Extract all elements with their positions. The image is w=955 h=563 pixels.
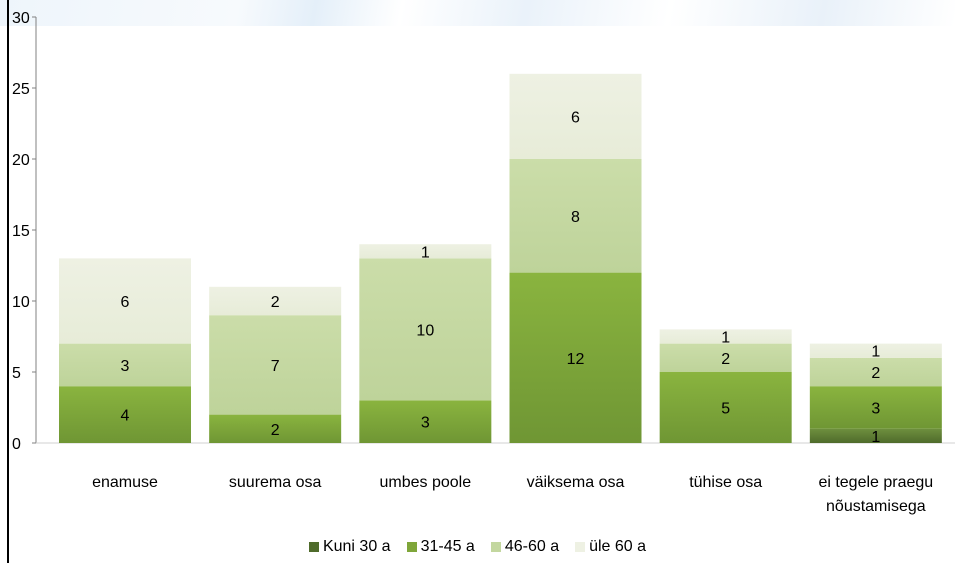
y-tick-label: 5 [12,365,21,382]
category-label: umbes poole [380,474,472,491]
bar-segment [359,400,492,443]
data-label: 7 [271,358,280,375]
bar-segment [659,372,792,443]
data-label: 3 [871,401,880,418]
bar-segment [209,414,342,443]
bar-segment [659,343,792,372]
legend-swatch [308,542,319,552]
bar-segment [59,343,191,387]
category-label: tühise osa [689,474,762,491]
data-label: 10 [416,322,434,339]
data-label: 6 [121,294,130,311]
legend-item: Kuni 30 a [308,538,391,556]
bar-segment [809,428,942,443]
data-label: 4 [121,408,130,425]
data-label: 2 [271,422,280,439]
data-label: 8 [571,209,580,226]
data-label: 1 [721,330,730,347]
bar-segment [59,258,191,344]
data-label: 2 [721,351,730,368]
legend-item: üle 60 a [575,538,646,556]
category-label: väiksema osa [527,474,625,491]
category-label: suurema osa [229,474,322,491]
y-tick-label: 25 [12,81,30,98]
bar-segment [359,258,492,401]
bar-segment [809,386,942,429]
data-label: 2 [871,365,880,382]
data-label: 3 [121,358,130,375]
data-label: 5 [721,401,730,418]
legend-swatch [575,542,586,552]
category-label: nõustamisega [826,498,926,515]
y-tick-label: 10 [12,294,30,311]
data-label: 3 [421,415,430,432]
legend-label: Kuni 30 a [322,538,391,555]
bar-segment [509,272,642,443]
data-label: 2 [271,294,280,311]
legend-label: 46-60 a [504,538,560,555]
y-tick-label: 15 [12,223,30,240]
legend-item: 46-60 a [490,538,560,556]
data-label: 1 [421,244,430,261]
bar-segment [659,329,792,344]
data-label: 6 [571,109,580,126]
y-tick-label: 0 [12,436,21,453]
legend-label: üle 60 a [589,538,647,555]
bar-segment [209,286,342,316]
bar-segment [59,386,191,443]
y-tick-label: 30 [12,10,30,27]
bar-segment [209,315,342,415]
legend-item: 31-45 a [406,538,475,556]
bar-segment [509,73,642,159]
legend-label: 31-45 a [420,538,475,555]
legend-swatch [406,542,417,552]
data-label: 1 [871,344,880,361]
bar-segment [359,244,492,259]
data-label: 1 [871,429,880,446]
y-tick-label: 20 [12,152,30,169]
category-label: enamuse [92,474,158,491]
bar-segment [809,343,942,358]
bar-segment [809,357,942,387]
legend-swatch [490,542,501,552]
frame-left-border [7,0,9,563]
background-swoosh [0,0,955,26]
bar-segment [509,159,642,273]
chart-legend: Kuni 30 a 31-45 a 46-60 a üle 60 a [0,535,955,559]
data-label: 12 [567,351,585,368]
category-label: ei tegele praegu [818,474,933,491]
